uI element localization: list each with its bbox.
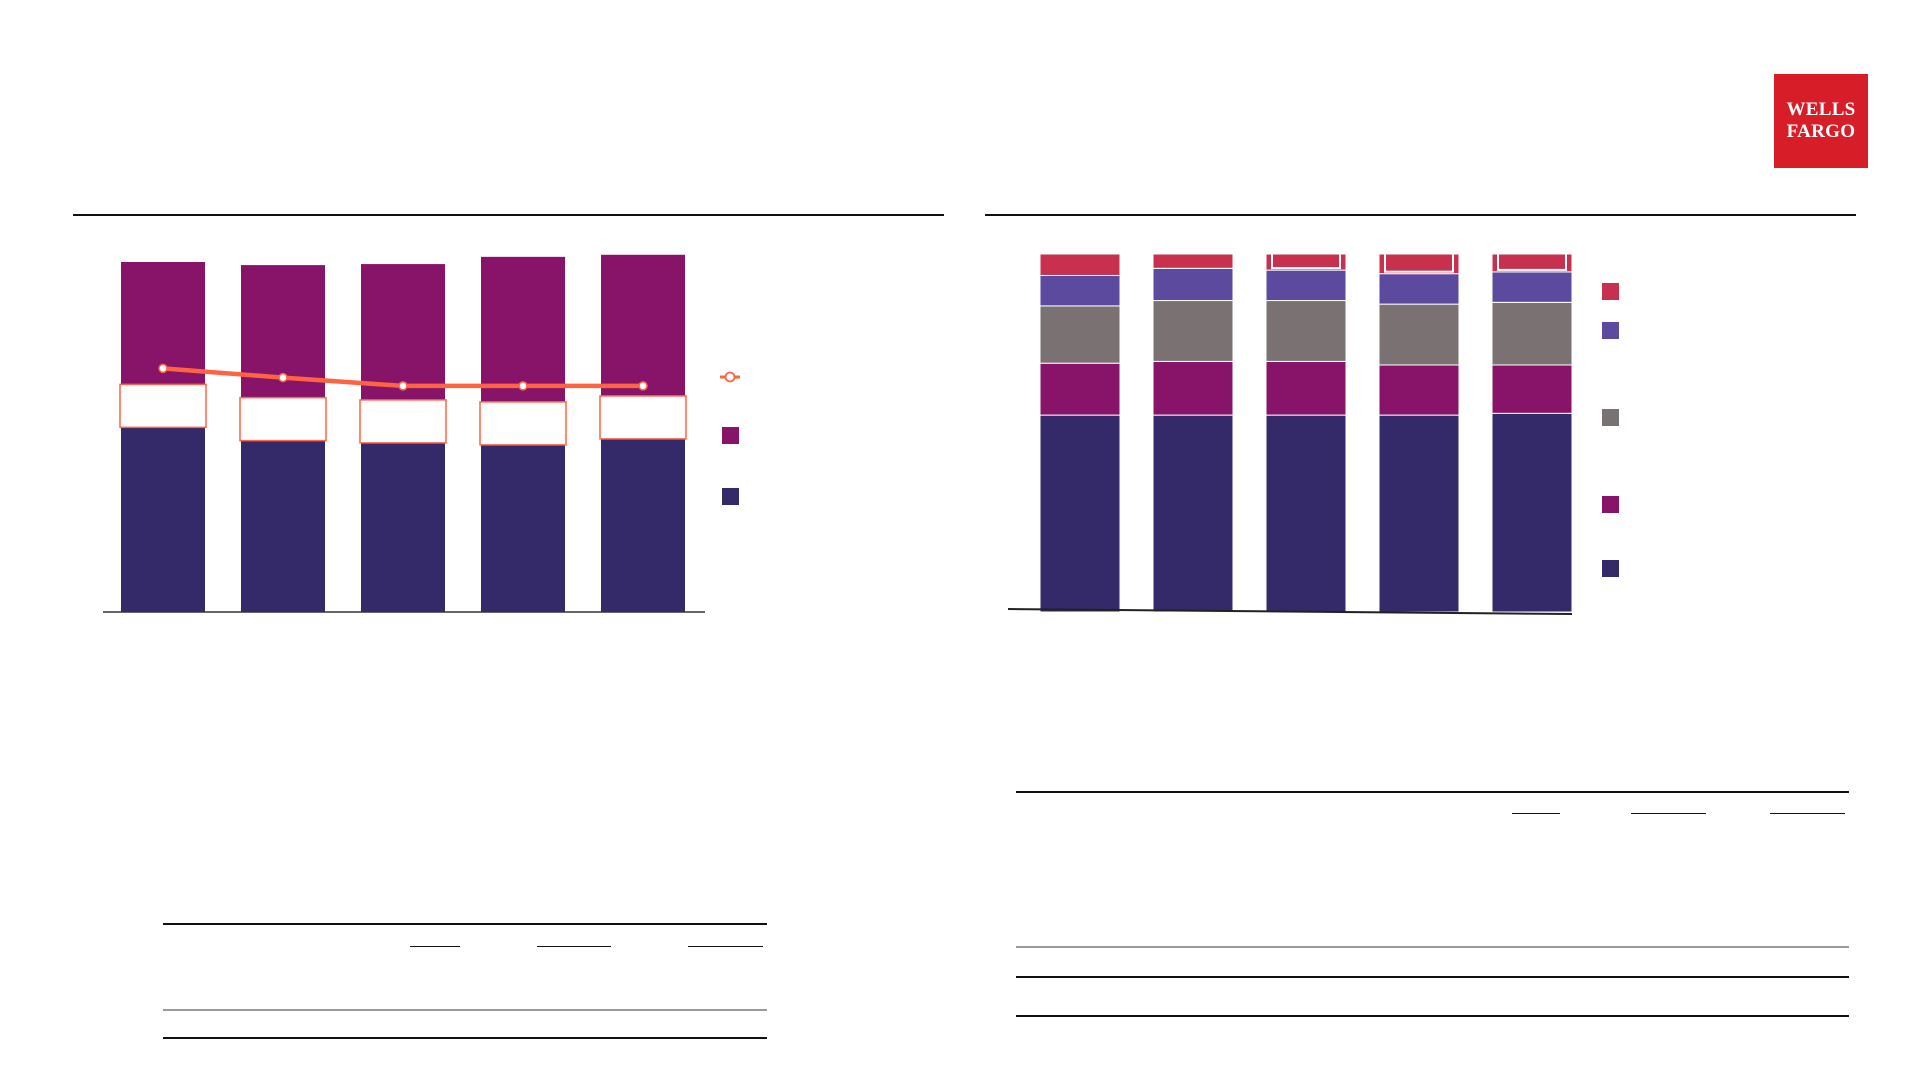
bar-left-lower-2 [241, 407, 325, 612]
right-table-col3-underline [1770, 813, 1845, 814]
wells-fargo-logo: WELLS FARGO [1774, 74, 1868, 168]
data-label-box-3 [359, 399, 447, 444]
left-table-col2-underline [537, 946, 611, 947]
legend-swatch-right-grey [1602, 409, 1619, 426]
bar-right-top-highlight-3 [1271, 250, 1341, 270]
bar-right-purple-2 [1152, 267, 1234, 302]
legend-swatch-right-navy [1602, 560, 1619, 577]
legend-swatch-right-purple [1602, 322, 1619, 339]
bar-right-red-1 [1039, 253, 1121, 276]
right-section-rule [985, 214, 1856, 216]
bar-right-purple-3 [1265, 269, 1347, 302]
logo-line-1: WELLS [1786, 99, 1856, 120]
bar-right-red-5 [1491, 253, 1573, 273]
bar-right-navy-5 [1491, 412, 1573, 613]
bar-right-magenta-2 [1152, 360, 1234, 416]
x-axis-right [1007, 608, 1573, 615]
bar-right-navy-3 [1265, 414, 1347, 613]
bar-left-lower-1 [121, 409, 205, 612]
right-table-bottom-rule [1016, 1015, 1849, 1017]
right-table-col2-underline [1631, 813, 1706, 814]
left-table-top-rule [163, 923, 767, 925]
bar-left-upper-5 [601, 254, 685, 399]
bar-right-purple-1 [1039, 274, 1121, 307]
line-marker-5 [638, 381, 648, 391]
data-label-box-4 [479, 401, 567, 446]
bar-right-grey-2 [1152, 300, 1234, 362]
bar-right-magenta-4 [1378, 364, 1460, 416]
line-marker-4 [518, 381, 528, 391]
bar-right-grey-5 [1491, 301, 1573, 366]
data-label-box-5 [599, 395, 687, 440]
bar-right-magenta-3 [1265, 360, 1347, 416]
bar-right-navy-4 [1378, 414, 1460, 613]
bar-right-red-3 [1265, 253, 1347, 271]
bar-right-grey-4 [1378, 303, 1460, 366]
right-table-top-rule [1016, 791, 1849, 793]
left-section-rule [73, 214, 944, 216]
legend-swatch-right-magenta [1602, 496, 1619, 513]
bar-right-red-2 [1152, 253, 1234, 269]
data-label-box-1 [119, 383, 207, 429]
bar-right-navy-2 [1152, 414, 1234, 613]
right-table-total-rule [1016, 976, 1849, 978]
left-table-col1-underline [410, 946, 460, 947]
logo-line-2: FARGO [1786, 121, 1856, 142]
legend-swatch-right-red [1602, 283, 1619, 300]
legend-swatch-lower [722, 488, 739, 505]
legend-line-marker [724, 371, 736, 383]
right-table-col1-underline [1512, 813, 1560, 814]
bar-right-navy-1 [1039, 414, 1121, 613]
bar-right-magenta-1 [1039, 362, 1121, 416]
line-marker-3 [398, 381, 408, 391]
right-table-subtotal-rule [1016, 946, 1849, 948]
left-table-subtotal-rule [163, 1009, 767, 1011]
bar-right-grey-1 [1039, 305, 1121, 364]
bar-right-purple-5 [1491, 271, 1573, 303]
bar-right-top-highlight-5 [1497, 250, 1567, 271]
data-label-box-2 [239, 396, 327, 442]
bar-left-upper-4 [481, 256, 565, 402]
legend-swatch-upper [722, 427, 739, 444]
bar-right-top-highlight-4 [1384, 250, 1454, 273]
bar-right-red-4 [1378, 253, 1460, 275]
bar-left-upper-2 [241, 265, 325, 408]
left-table-col3-underline [688, 946, 763, 947]
line-marker-1 [158, 363, 168, 374]
bar-right-grey-3 [1265, 300, 1347, 362]
left-table-bottom-rule [163, 1037, 767, 1039]
bar-right-magenta-5 [1491, 364, 1573, 414]
bar-right-purple-4 [1378, 273, 1460, 305]
line-marker-2 [278, 372, 288, 383]
